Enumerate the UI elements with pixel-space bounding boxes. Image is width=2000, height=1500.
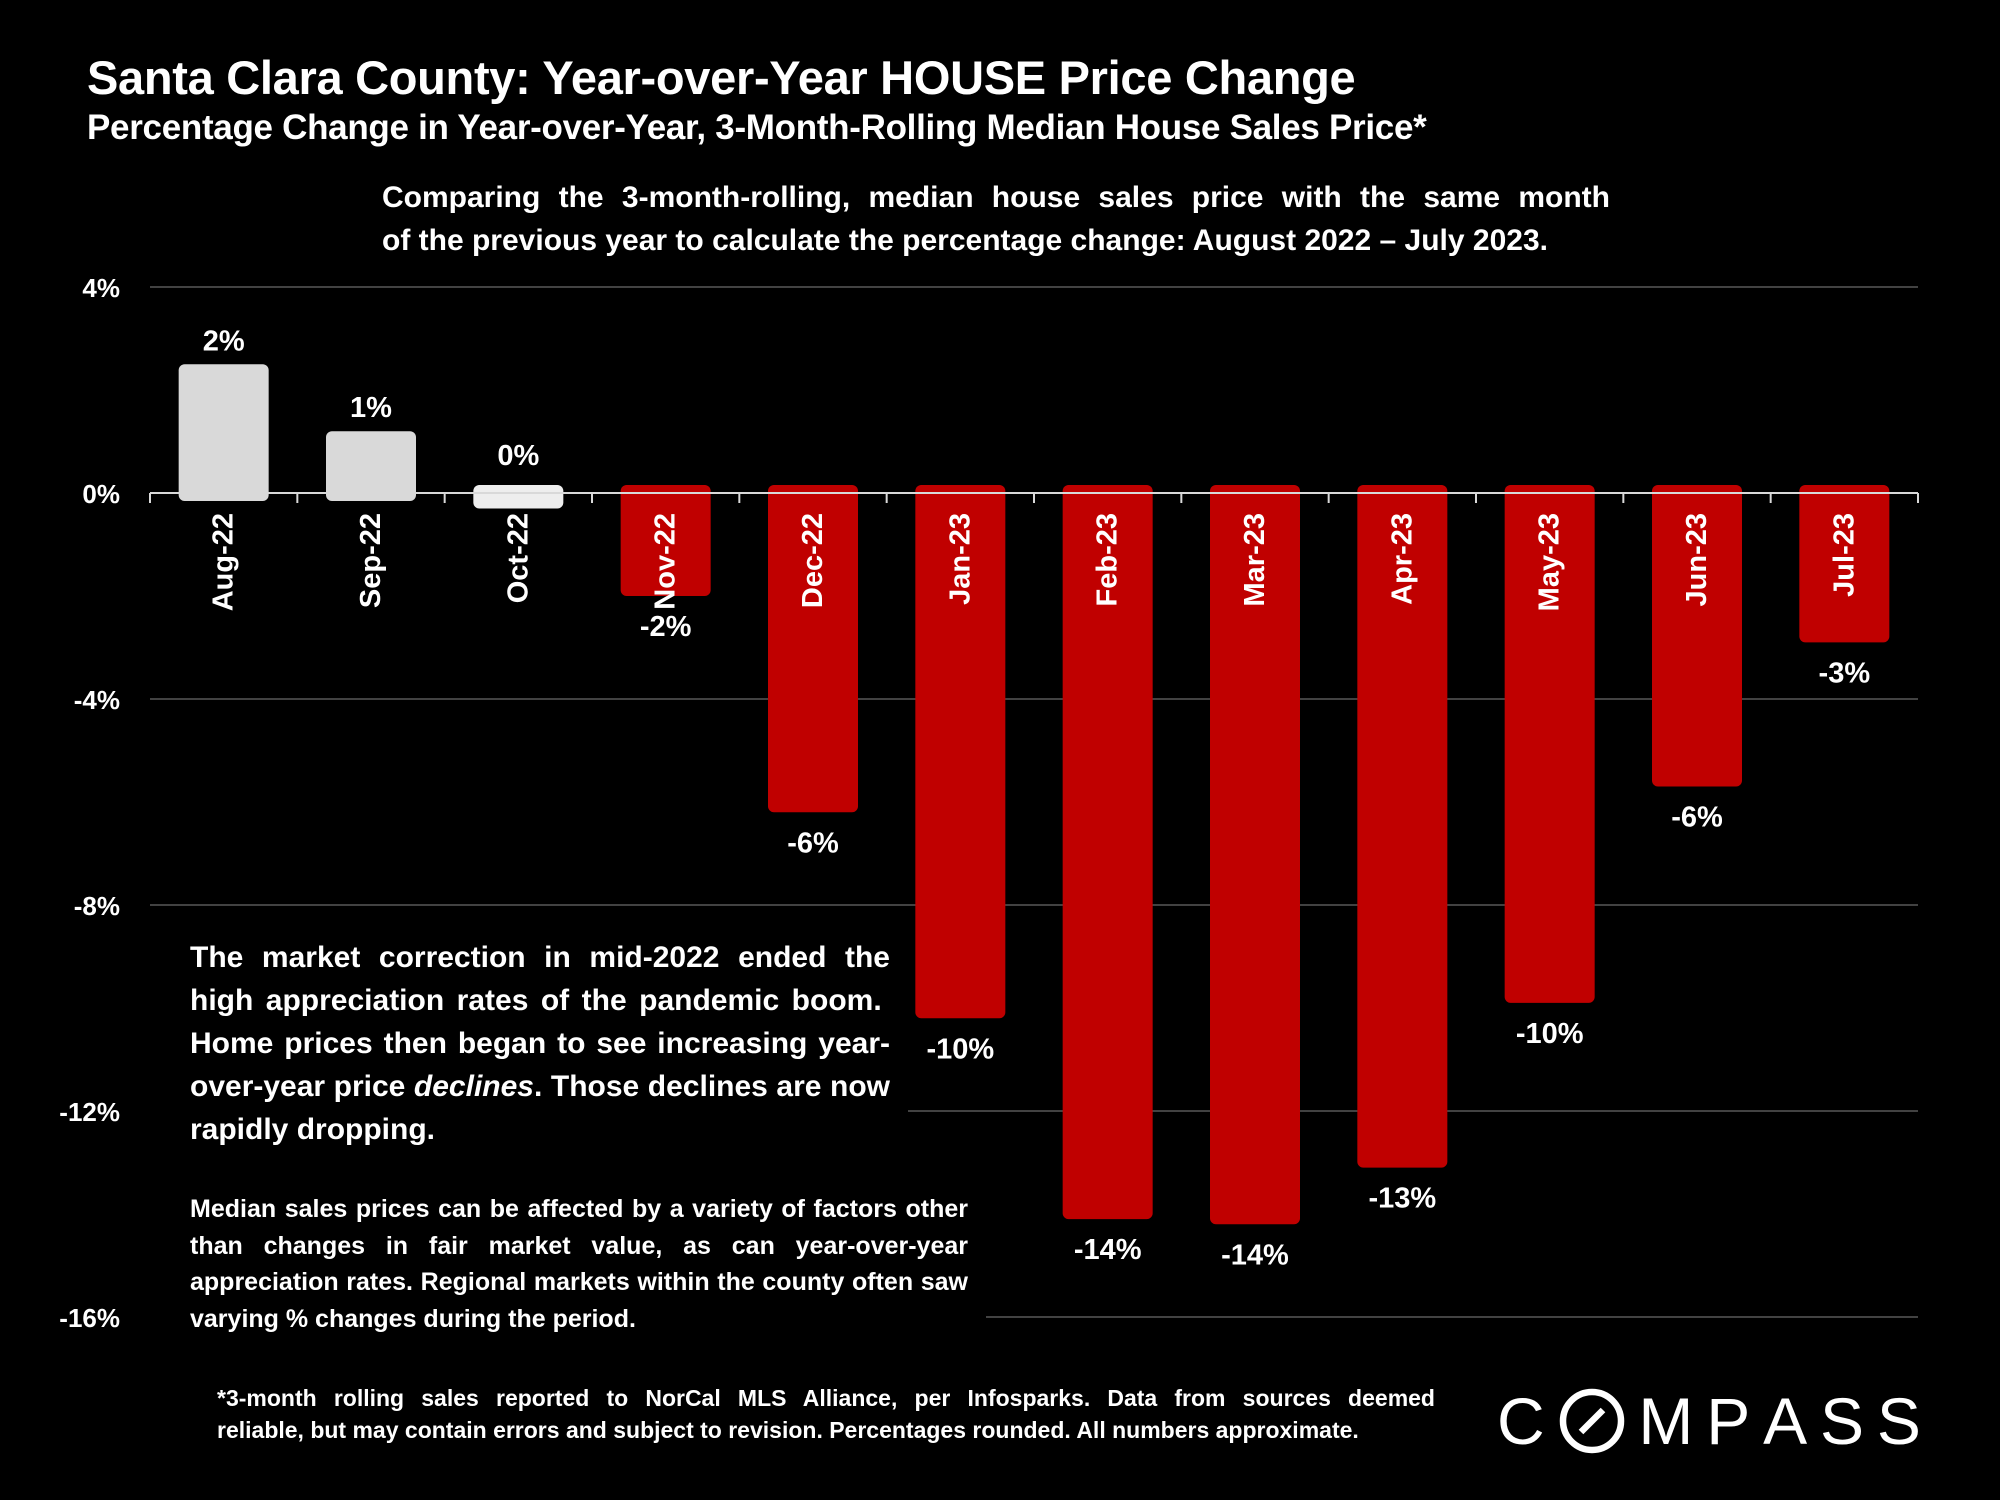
data-label: -10% [1516, 1018, 1584, 1050]
bar-feb-23 [1062, 485, 1153, 1220]
bar-aug-22 [178, 364, 269, 501]
chart-subtitle: Percentage Change in Year-over-Year, 3-M… [87, 108, 1427, 147]
x-category-label: Jun-23 [1681, 513, 1713, 606]
y-tick-label: -8% [74, 891, 120, 921]
market-correction-note: The market correction in mid-2022 ended … [150, 924, 908, 1165]
x-axis [149, 492, 1919, 503]
x-category-label: Feb-23 [1092, 513, 1124, 606]
data-label: -6% [787, 827, 839, 859]
data-label: -10% [926, 1033, 994, 1065]
y-tick-label: 4% [82, 273, 120, 303]
footnote-line-1: *3-month rolling sales reported to NorCa… [217, 1385, 1435, 1411]
bar-apr-23 [1357, 485, 1448, 1168]
note-main-text-2: . Those declines are now rapidly droppin… [190, 1070, 890, 1146]
data-label: -14% [1074, 1234, 1142, 1266]
x-category-label: Sep-22 [355, 513, 387, 608]
data-label: 2% [203, 325, 245, 357]
bar-jun-23 [1652, 485, 1742, 787]
note-main-text-1: The market correction in mid-2022 ended … [190, 941, 890, 1103]
note-main-emphasis: declines [413, 1070, 534, 1103]
bar-sep-22 [326, 431, 416, 501]
bar-may-23 [1504, 485, 1595, 1003]
compass-logo: C M P A S S [1497, 1380, 1921, 1462]
x-category-label: Nov-22 [650, 513, 682, 610]
data-label: -3% [1819, 657, 1871, 689]
logo-letter-a: A [1763, 1384, 1808, 1458]
bar-dec-22 [768, 485, 858, 813]
x-category-label: Aug-22 [208, 513, 240, 611]
description-line-1: Comparing the 3-month-rolling, median ho… [382, 181, 1610, 214]
logo-letter-s2: S [1876, 1384, 1921, 1458]
y-tick-label: -4% [74, 685, 120, 715]
description-line-2: of the previous year to calculate the pe… [382, 224, 1548, 257]
logo-letter-m: M [1638, 1384, 1694, 1458]
logo-letter-c: C [1497, 1384, 1545, 1458]
data-label: -2% [640, 611, 692, 643]
x-category-label: Oct-22 [502, 513, 534, 603]
data-label: -6% [1671, 802, 1723, 834]
chart-title: Santa Clara County: Year-over-Year HOUSE… [87, 51, 1356, 104]
footnote: *3-month rolling sales reported to NorCa… [217, 1382, 1435, 1446]
median-price-disclaimer: Median sales prices can be affected by a… [150, 1187, 986, 1345]
labels: 4% 0% -4% -8% -12% -16% Aug-22 2% Sep-22 1% Oct-22… [59, 273, 1870, 1333]
x-category-label: Mar-23 [1239, 513, 1271, 607]
x-category-label: Jul-23 [1828, 513, 1860, 597]
y-tick-label: -12% [59, 1097, 120, 1127]
footnote-line-2: reliable, but may contain errors and sub… [217, 1417, 1359, 1443]
bar-mar-23 [1210, 485, 1300, 1225]
data-label: -13% [1368, 1183, 1436, 1215]
data-label: 0% [497, 440, 539, 472]
y-tick-label: -16% [59, 1303, 120, 1333]
x-category-label: Jan-23 [944, 513, 976, 605]
chart-description: Comparing the 3-month-rolling, median ho… [382, 176, 1610, 262]
logo-letter-p: P [1706, 1384, 1751, 1458]
data-label: -14% [1221, 1239, 1289, 1271]
x-category-label: Apr-23 [1386, 513, 1418, 605]
x-category-label: Dec-22 [797, 513, 829, 608]
logo-compass-o-icon [1559, 1388, 1624, 1454]
bars [178, 364, 1890, 1225]
x-category-label: May-23 [1534, 513, 1566, 611]
bar-oct-22 [473, 485, 564, 509]
bar-nov-22 [620, 485, 711, 596]
bar-jul-23 [1799, 485, 1890, 643]
data-label: 1% [350, 392, 392, 424]
bar-jan-23 [915, 485, 1006, 1019]
y-tick-label: 0% [82, 479, 120, 509]
logo-letter-s1: S [1820, 1384, 1865, 1458]
